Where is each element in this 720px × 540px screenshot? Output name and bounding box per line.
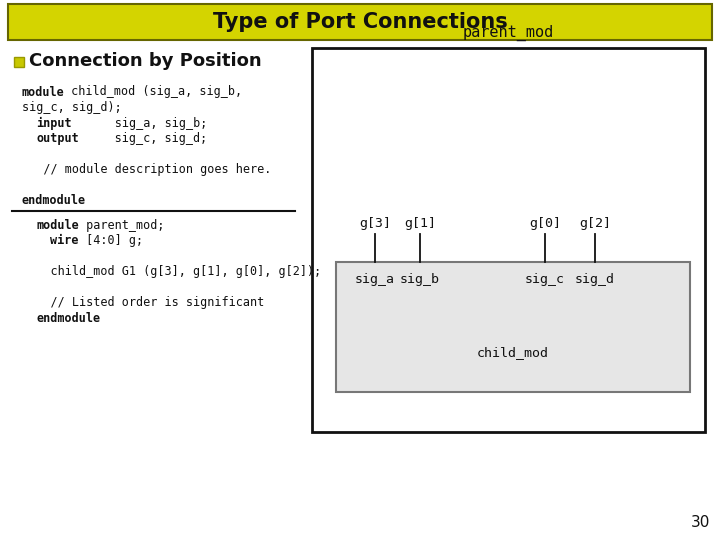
Text: child_mod G1 (g[3], g[1], g[0], g[2]);: child_mod G1 (g[3], g[1], g[0], g[2]); (22, 265, 321, 278)
Text: sig_a: sig_a (355, 273, 395, 287)
Text: sig_c: sig_c (525, 273, 565, 287)
Text: g[3]: g[3] (359, 218, 391, 231)
Text: module: module (22, 85, 65, 98)
Text: parent_mod: parent_mod (463, 25, 554, 41)
Text: Type of Port Connections: Type of Port Connections (212, 12, 508, 32)
Text: parent_mod;: parent_mod; (78, 219, 164, 232)
Text: sig_c, sig_d;: sig_c, sig_d; (78, 132, 207, 145)
Text: // module description goes here.: // module description goes here. (22, 163, 271, 176)
Text: sig_c, sig_d);: sig_c, sig_d); (22, 101, 122, 114)
Text: // Listed order is significant: // Listed order is significant (22, 296, 264, 309)
Text: g[2]: g[2] (579, 218, 611, 231)
Text: 30: 30 (690, 515, 710, 530)
Text: module: module (36, 219, 79, 232)
Text: input: input (36, 117, 72, 130)
Text: child_mod (sig_a, sig_b,: child_mod (sig_a, sig_b, (65, 85, 243, 98)
Text: sig_b: sig_b (400, 273, 440, 287)
Text: wire: wire (50, 234, 78, 247)
FancyBboxPatch shape (8, 4, 712, 40)
Text: sig_d: sig_d (575, 273, 615, 287)
Text: endmodule: endmodule (22, 194, 86, 207)
Text: [4:0] g;: [4:0] g; (78, 234, 143, 247)
Text: g[0]: g[0] (529, 218, 561, 231)
FancyBboxPatch shape (312, 48, 705, 432)
Text: sig_a, sig_b;: sig_a, sig_b; (71, 117, 207, 130)
Text: output: output (36, 132, 79, 145)
Text: Connection by Position: Connection by Position (29, 52, 261, 70)
Text: endmodule: endmodule (36, 312, 100, 325)
Text: g[1]: g[1] (404, 218, 436, 231)
Text: child_mod: child_mod (477, 347, 549, 360)
FancyBboxPatch shape (336, 262, 690, 392)
FancyBboxPatch shape (14, 57, 24, 67)
